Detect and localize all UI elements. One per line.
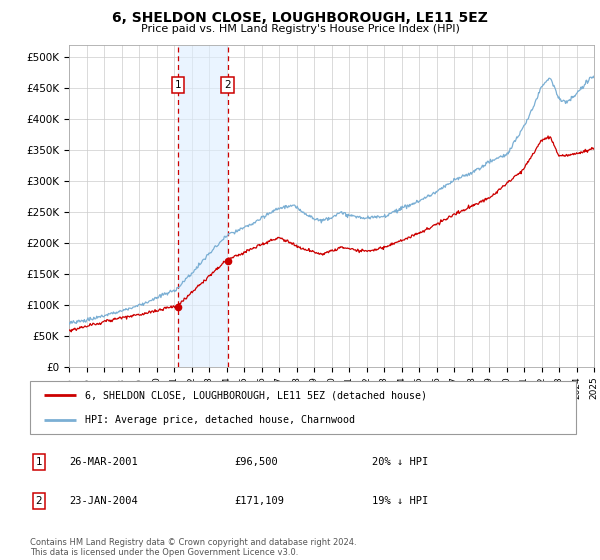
Text: 23-JAN-2004: 23-JAN-2004 <box>69 496 138 506</box>
Text: £96,500: £96,500 <box>234 457 278 467</box>
Text: HPI: Average price, detached house, Charnwood: HPI: Average price, detached house, Char… <box>85 414 355 424</box>
Text: 1: 1 <box>35 457 43 467</box>
Text: 1: 1 <box>175 80 181 90</box>
FancyBboxPatch shape <box>30 381 576 434</box>
Text: 2: 2 <box>224 80 231 90</box>
Text: Price paid vs. HM Land Registry's House Price Index (HPI): Price paid vs. HM Land Registry's House … <box>140 24 460 34</box>
Text: 6, SHELDON CLOSE, LOUGHBOROUGH, LE11 5EZ: 6, SHELDON CLOSE, LOUGHBOROUGH, LE11 5EZ <box>112 11 488 25</box>
Text: 19% ↓ HPI: 19% ↓ HPI <box>372 496 428 506</box>
Text: £171,109: £171,109 <box>234 496 284 506</box>
Text: 2: 2 <box>35 496 43 506</box>
Text: 26-MAR-2001: 26-MAR-2001 <box>69 457 138 467</box>
Text: 20% ↓ HPI: 20% ↓ HPI <box>372 457 428 467</box>
Text: 6, SHELDON CLOSE, LOUGHBOROUGH, LE11 5EZ (detached house): 6, SHELDON CLOSE, LOUGHBOROUGH, LE11 5EZ… <box>85 390 427 400</box>
Text: Contains HM Land Registry data © Crown copyright and database right 2024.
This d: Contains HM Land Registry data © Crown c… <box>30 538 356 557</box>
Bar <box>178 45 227 367</box>
